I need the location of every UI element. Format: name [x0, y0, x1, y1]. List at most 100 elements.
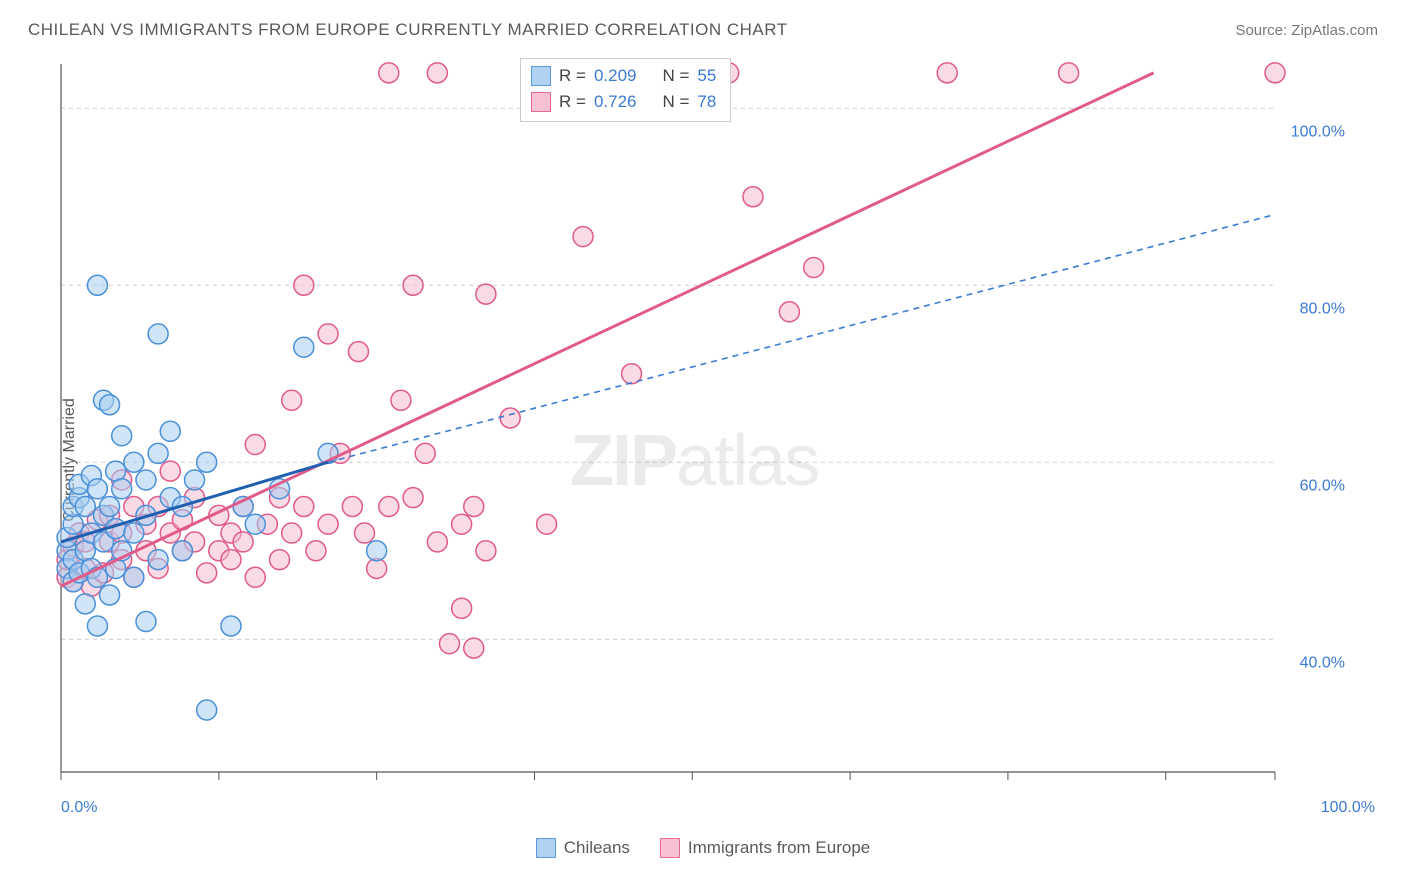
point-series-b [379, 63, 399, 83]
trend-line [328, 214, 1275, 462]
point-series-b [270, 550, 290, 570]
point-series-a [124, 523, 144, 543]
point-series-b [500, 408, 520, 428]
point-series-a [124, 452, 144, 472]
point-series-a [148, 443, 168, 463]
point-series-a [172, 541, 192, 561]
point-series-b [427, 532, 447, 552]
point-series-b [391, 390, 411, 410]
scatter-plot: 40.0% 60.0% 80.0% 100.0% 0.0% 100.0% [55, 58, 1385, 818]
point-series-b [348, 342, 368, 362]
stats-r-value: 0.209 [594, 66, 637, 86]
legend-swatch [660, 838, 680, 858]
point-series-b [294, 275, 314, 295]
point-series-b [197, 563, 217, 583]
point-series-b [282, 390, 302, 410]
point-series-a [294, 337, 314, 357]
point-series-b [245, 435, 265, 455]
point-series-b [452, 598, 472, 618]
point-series-a [136, 612, 156, 632]
point-series-a [367, 541, 387, 561]
point-series-b [427, 63, 447, 83]
y-tick-label: 100.0% [1291, 123, 1345, 140]
stats-legend: R = 0.209 N = 55 R = 0.726 N = 78 [520, 58, 731, 122]
stats-r-label: R = [559, 66, 586, 86]
point-series-a [100, 395, 120, 415]
y-tick-label: 60.0% [1300, 477, 1345, 494]
point-series-a [75, 594, 95, 614]
point-series-b [306, 541, 326, 561]
stats-r-value: 0.726 [594, 92, 637, 112]
point-series-b [464, 497, 484, 517]
point-series-b [779, 302, 799, 322]
point-series-a [87, 275, 107, 295]
point-series-b [415, 443, 435, 463]
point-series-a [112, 426, 132, 446]
point-series-b [355, 523, 375, 543]
point-series-b [403, 275, 423, 295]
point-series-b [342, 497, 362, 517]
trend-line [61, 73, 1154, 586]
point-series-b [452, 514, 472, 534]
x-tick-label-max: 100.0% [1321, 799, 1375, 816]
point-series-a [221, 616, 241, 636]
point-series-a [75, 497, 95, 517]
chart-source: Source: ZipAtlas.com [1235, 22, 1378, 39]
stats-n-label: N = [662, 66, 689, 86]
point-series-b [1059, 63, 1079, 83]
point-series-a [87, 616, 107, 636]
point-series-a [197, 700, 217, 720]
point-series-a [87, 479, 107, 499]
point-series-b [221, 550, 241, 570]
legend-label: Immigrants from Europe [688, 838, 870, 858]
point-series-b [245, 567, 265, 587]
chart-title: CHILEAN VS IMMIGRANTS FROM EUROPE CURREN… [28, 20, 788, 40]
chart-header: CHILEAN VS IMMIGRANTS FROM EUROPE CURREN… [0, 0, 1406, 50]
point-series-b [439, 634, 459, 654]
point-series-b [379, 497, 399, 517]
point-series-b [743, 187, 763, 207]
point-series-a [100, 585, 120, 605]
point-series-a [112, 479, 132, 499]
point-series-b [160, 461, 180, 481]
stats-r-label: R = [559, 92, 586, 112]
legend-item: Chileans [536, 838, 630, 858]
legend-label: Chileans [564, 838, 630, 858]
point-series-b [937, 63, 957, 83]
point-series-b [537, 514, 557, 534]
stats-legend-row: R = 0.209 N = 55 [531, 63, 716, 89]
stats-legend-row: R = 0.726 N = 78 [531, 89, 716, 115]
stats-n-label: N = [662, 92, 689, 112]
legend-swatch [536, 838, 556, 858]
y-tick-label: 80.0% [1300, 300, 1345, 317]
point-series-a [124, 567, 144, 587]
legend-item: Immigrants from Europe [660, 838, 870, 858]
point-series-a [148, 550, 168, 570]
point-series-b [476, 541, 496, 561]
stats-n-value: 55 [697, 66, 716, 86]
legend-swatch [531, 66, 551, 86]
point-series-b [573, 227, 593, 247]
point-series-b [318, 514, 338, 534]
point-series-b [476, 284, 496, 304]
point-series-b [1265, 63, 1285, 83]
bottom-legend: Chileans Immigrants from Europe [0, 834, 1406, 862]
point-series-b [403, 488, 423, 508]
point-series-b [804, 258, 824, 278]
legend-swatch [531, 92, 551, 112]
x-tick-label-min: 0.0% [61, 799, 97, 816]
y-tick-label: 40.0% [1300, 654, 1345, 671]
point-series-b [282, 523, 302, 543]
point-series-a [148, 324, 168, 344]
stats-n-value: 78 [697, 92, 716, 112]
point-series-a [185, 470, 205, 490]
point-series-b [294, 497, 314, 517]
point-series-a [136, 470, 156, 490]
point-series-b [233, 532, 253, 552]
point-series-a [160, 421, 180, 441]
point-series-a [100, 497, 120, 517]
point-series-a [197, 452, 217, 472]
point-series-a [245, 514, 265, 534]
point-series-b [318, 324, 338, 344]
chart-container: Currently Married 40.0%60.0%80.0%100.0%0… [0, 50, 1406, 870]
